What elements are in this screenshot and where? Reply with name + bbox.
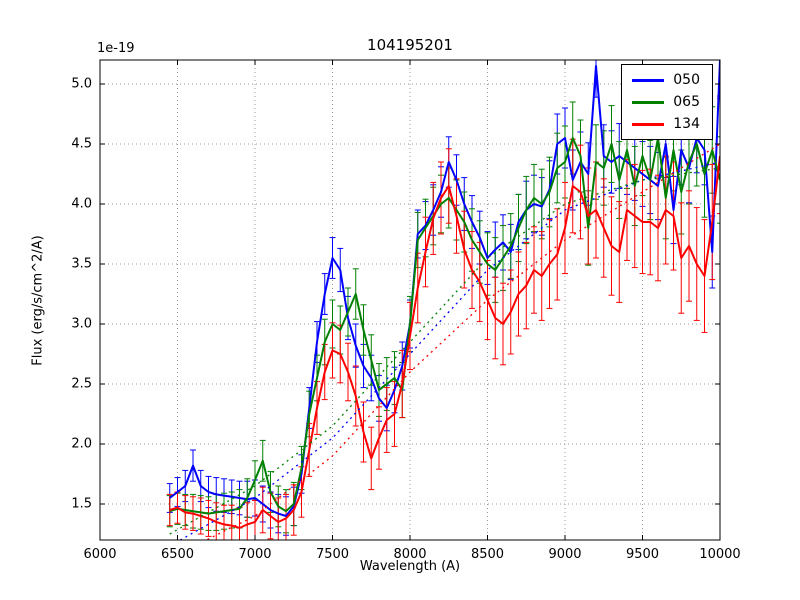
chart-title: 104195201 xyxy=(367,36,453,54)
svg-text:10000: 10000 xyxy=(699,547,740,562)
legend-item-050: 050 xyxy=(632,72,700,88)
legend-item-065: 065 xyxy=(632,94,700,110)
svg-text:1.5: 1.5 xyxy=(71,497,92,512)
svg-text:8000: 8000 xyxy=(393,547,426,562)
svg-text:3.5: 3.5 xyxy=(71,257,92,272)
svg-text:5.0: 5.0 xyxy=(71,77,92,92)
svg-text:9000: 9000 xyxy=(548,547,581,562)
svg-text:7500: 7500 xyxy=(316,547,349,562)
y-axis-offset-label: 1e-19 xyxy=(97,41,135,56)
legend-label: 065 xyxy=(673,94,700,110)
legend-label: 050 xyxy=(673,72,700,88)
svg-text:2.0: 2.0 xyxy=(71,437,92,452)
svg-text:8500: 8500 xyxy=(471,547,504,562)
svg-text:6500: 6500 xyxy=(161,547,194,562)
legend: 050 065 134 xyxy=(621,64,713,140)
legend-line-swatch-green xyxy=(632,100,665,104)
svg-text:6000: 6000 xyxy=(83,547,116,562)
svg-text:2.5: 2.5 xyxy=(71,377,92,392)
y-axis-label: Flux (erg/s/cm^2/A) xyxy=(30,235,46,366)
legend-line-swatch-red xyxy=(632,122,665,126)
svg-text:3.0: 3.0 xyxy=(71,317,92,332)
legend-label: 134 xyxy=(673,116,700,132)
svg-text:7000: 7000 xyxy=(238,547,271,562)
svg-text:9500: 9500 xyxy=(626,547,659,562)
legend-line-swatch-blue xyxy=(632,78,665,82)
svg-text:4.0: 4.0 xyxy=(71,197,92,212)
x-axis-label: Wavelength (A) xyxy=(359,559,461,574)
legend-item-134: 134 xyxy=(632,116,700,132)
svg-text:4.5: 4.5 xyxy=(71,137,92,152)
